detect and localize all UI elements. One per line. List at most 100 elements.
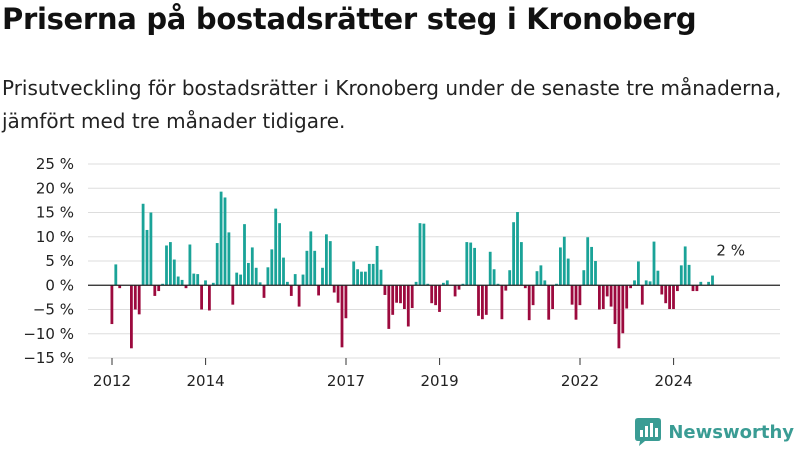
bar: [504, 285, 508, 291]
bar: [297, 285, 301, 307]
bar: [367, 263, 371, 286]
bar: [247, 262, 250, 286]
bar: [461, 283, 465, 286]
y-tick-label: −10 %: [23, 325, 74, 343]
bar: [422, 223, 426, 286]
bar: [325, 234, 328, 286]
bar: [566, 258, 570, 286]
bar: [406, 285, 410, 327]
bar: [235, 272, 239, 286]
bar: [652, 241, 656, 286]
bar: [356, 269, 359, 286]
bar: [668, 285, 671, 310]
bar: [110, 285, 114, 325]
bar: [165, 245, 168, 286]
bar: [691, 285, 695, 292]
bar: [629, 285, 632, 289]
annotations: 2 %: [716, 242, 745, 260]
bar: [360, 271, 363, 286]
bar: [555, 283, 558, 286]
bar: [679, 265, 683, 286]
bar: [644, 280, 648, 286]
bar: [344, 285, 348, 319]
bar: [118, 285, 122, 289]
bar: [617, 285, 621, 349]
brand-name: Newsworthy: [668, 421, 794, 443]
bars: [110, 191, 714, 349]
bar: [352, 261, 356, 286]
bar: [687, 264, 691, 286]
grid-lines: [88, 163, 780, 359]
bar: [473, 247, 476, 286]
bar: [200, 285, 203, 310]
y-tick-label: 0 %: [45, 276, 74, 294]
bar: [699, 281, 703, 286]
bar: [551, 285, 554, 310]
bar: [535, 271, 539, 286]
bar: [442, 282, 445, 286]
bar: [176, 276, 180, 286]
bar: [282, 257, 285, 286]
bar: [149, 212, 153, 286]
bar: [262, 285, 266, 298]
bar: [317, 285, 320, 296]
bar: [180, 279, 184, 286]
bar: [254, 267, 258, 286]
bar: [286, 281, 289, 286]
chart-subtitle: Prisutveckling för bostadsrätter i Krono…: [2, 76, 782, 133]
bar: [410, 285, 414, 309]
bar: [208, 285, 211, 311]
bar: [656, 270, 660, 286]
bar: [227, 232, 231, 286]
bar: [492, 269, 496, 286]
bar: [469, 242, 473, 286]
bar: [266, 267, 270, 286]
bar: [586, 237, 590, 286]
bar: [559, 247, 562, 286]
y-tick-label: 10 %: [36, 228, 74, 246]
bar: [340, 285, 344, 348]
bar: [496, 283, 500, 286]
bar: [640, 285, 644, 305]
bar: [133, 285, 137, 310]
bar: [313, 250, 317, 286]
bar: [660, 285, 664, 295]
bar: [172, 259, 176, 286]
bar: [188, 244, 192, 286]
bar: [547, 285, 551, 320]
y-tick-label: 25 %: [36, 155, 74, 173]
x-tick-label: 2012: [93, 372, 131, 390]
bar: [231, 285, 235, 305]
bar: [562, 236, 566, 286]
bar: [426, 283, 430, 286]
bar: [305, 250, 309, 286]
bar: [664, 285, 668, 304]
bar: [371, 263, 375, 286]
bar: [481, 285, 484, 320]
y-tick-label: 5 %: [45, 252, 74, 270]
chart-title: Priserna på bostadsrätter steg i Kronobe…: [2, 2, 697, 36]
bar: [613, 285, 617, 325]
bar: [574, 285, 578, 320]
bar: [707, 281, 710, 286]
x-axis: 2012 2014 2017 2019 2022 2024: [93, 358, 693, 390]
bar: [637, 261, 640, 286]
x-tick-label: 2017: [327, 372, 365, 390]
bar: [484, 285, 488, 315]
bar: [301, 274, 305, 286]
bar: [457, 285, 461, 290]
bar: [621, 285, 625, 334]
bar: [508, 270, 512, 286]
bar: [453, 285, 457, 297]
bar: [465, 242, 469, 286]
bar: [488, 251, 492, 286]
bar: [141, 203, 145, 286]
bar: [383, 285, 387, 295]
bar: [161, 283, 164, 286]
bar: [477, 285, 480, 316]
bar: [605, 285, 609, 297]
bar: [332, 285, 336, 293]
bar: [414, 281, 418, 286]
bar: [204, 280, 207, 286]
y-tick-label: −15 %: [23, 349, 74, 367]
